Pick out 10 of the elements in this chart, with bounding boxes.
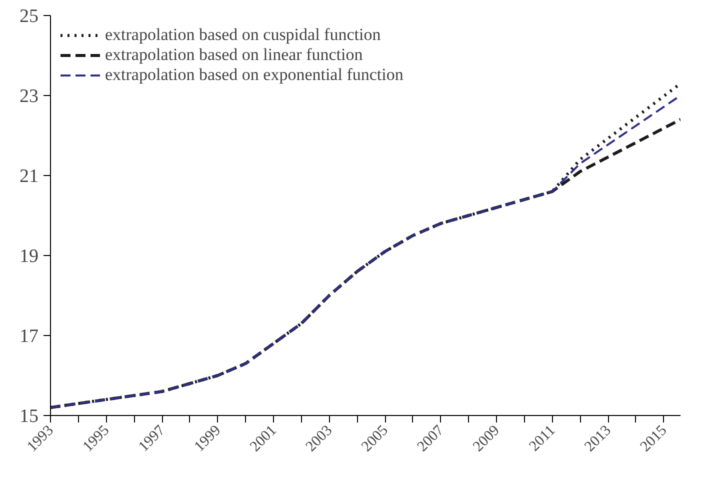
y-tick-label: 19 — [20, 246, 38, 267]
legend-label: extrapolation based on exponential function — [105, 65, 404, 85]
legend-label: extrapolation based on cuspidal function — [105, 25, 381, 45]
y-tick-label: 17 — [20, 326, 38, 347]
y-tick-label: 23 — [20, 86, 38, 107]
x-tick-label: 2011 — [526, 422, 559, 455]
y-tick-label: 15 — [20, 406, 38, 427]
legend-label: extrapolation based on linear function — [105, 45, 363, 65]
y-tick-label: 25 — [20, 6, 38, 27]
y-tick-label: 21 — [20, 166, 38, 187]
